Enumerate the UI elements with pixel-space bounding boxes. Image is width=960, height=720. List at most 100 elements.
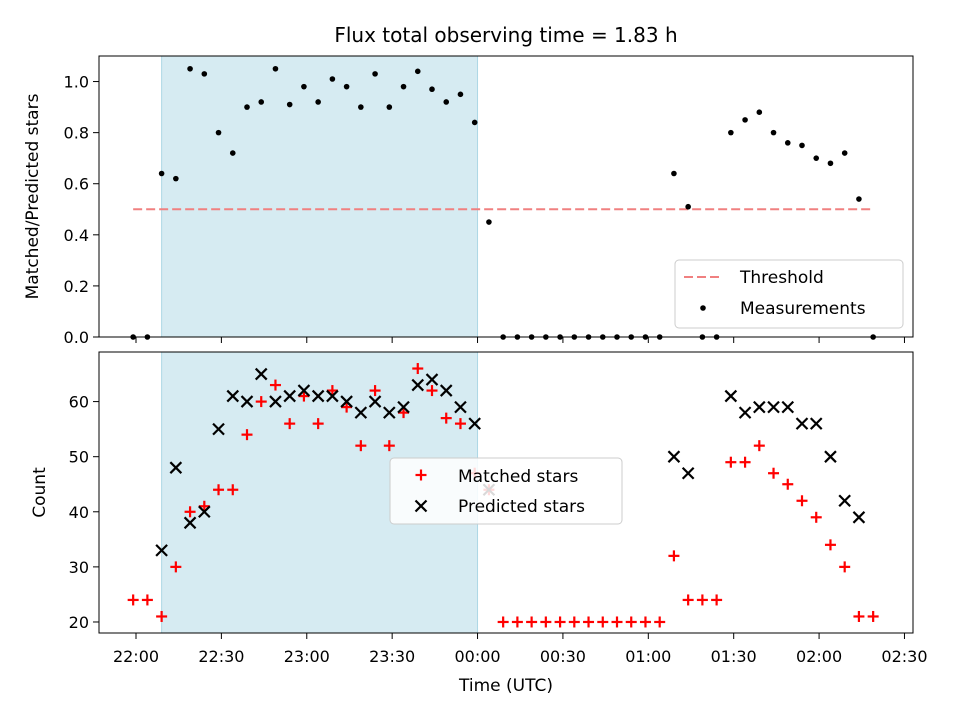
predicted-star-point	[283, 389, 296, 403]
matched-star-point	[426, 385, 438, 397]
matched-star-point	[654, 616, 666, 628]
x-tick-label: 23:30	[369, 647, 415, 666]
predicted-star-point	[795, 417, 809, 430]
matched-star-point	[625, 616, 637, 628]
legend-matched-label: Matched stars	[458, 467, 578, 487]
matched-star-point	[326, 385, 338, 397]
matched-star-point	[440, 412, 452, 424]
predicted-star-point	[368, 395, 382, 408]
cross-b	[724, 389, 738, 403]
measurement-point	[443, 99, 450, 105]
legend-matched-swatch	[415, 469, 427, 481]
cross-b	[468, 417, 481, 430]
y-tick-label: 40	[69, 503, 89, 522]
matched-star-point	[398, 407, 410, 419]
measurement-point	[244, 104, 250, 110]
chart-title: Flux total observing time = 1.83 h	[334, 23, 677, 47]
matched-star-point	[682, 594, 694, 606]
y-tick-label: 0.6	[64, 175, 89, 194]
matched-star-point	[540, 616, 552, 628]
cross-b	[169, 461, 183, 474]
cross-b	[240, 395, 254, 408]
measurement-point	[656, 334, 663, 340]
matched-star-point	[412, 363, 424, 375]
cross-b	[781, 400, 795, 414]
matched-star-point	[696, 594, 708, 606]
measurement-point	[258, 99, 265, 105]
matched-star-point	[810, 511, 822, 523]
matched-star-point	[383, 440, 395, 452]
matched-star-point	[170, 561, 182, 573]
cross-b	[297, 384, 311, 397]
measurement-point	[628, 334, 635, 340]
cross-b	[809, 417, 823, 430]
matched-star-point	[355, 440, 367, 452]
y-tick-label: 60	[69, 393, 89, 412]
cross-b	[397, 400, 410, 414]
cross-b	[155, 544, 168, 557]
matched-star-point	[141, 594, 153, 606]
measurement-point	[685, 203, 691, 210]
measurement-point	[201, 71, 208, 77]
predicted-star-point	[311, 389, 325, 403]
predicted-star-point	[155, 544, 168, 557]
matched-star-point	[839, 561, 851, 573]
matched-star-point	[284, 418, 296, 430]
legend-measurements-swatch	[700, 305, 706, 311]
measurement-point	[770, 129, 777, 136]
predicted-star-point	[738, 406, 752, 419]
matched-star-point	[341, 401, 353, 413]
y-tick-label: 1.0	[64, 73, 89, 92]
predicted-star-point	[425, 373, 439, 386]
predicted-star-point	[454, 400, 467, 414]
measurement-point	[130, 334, 136, 340]
measurement-point	[386, 104, 393, 110]
observing-window-shade-1	[161, 55, 479, 338]
matched-star-point	[227, 484, 239, 496]
measurement-point	[229, 150, 236, 156]
matched-star-point	[554, 616, 566, 628]
predicted-star-point	[212, 422, 225, 436]
matched-star-point	[568, 616, 580, 628]
predicted-star-point	[838, 494, 851, 508]
matched-star-point	[213, 484, 225, 496]
cross-b	[340, 395, 353, 408]
predicted-star-point	[198, 505, 211, 519]
matched-star-point	[497, 616, 509, 628]
x-tick-label: 02:30	[881, 647, 927, 666]
x-tick-label: 22:30	[198, 647, 244, 666]
matched-star-point	[184, 506, 196, 518]
measurement-point	[144, 334, 151, 340]
predicted-star-point	[354, 406, 368, 419]
measurement-point	[486, 219, 492, 225]
cross-b	[439, 384, 453, 397]
predicted-star-point	[724, 389, 738, 403]
measurement-point	[699, 334, 706, 340]
plot-frame-2	[98, 351, 914, 634]
measurement-point	[457, 91, 464, 98]
y-axis-label-bottom: Count	[30, 467, 50, 518]
matched-star-point	[611, 616, 623, 628]
cross-b	[226, 389, 240, 403]
measurement-point	[870, 334, 876, 340]
cross-b	[383, 406, 396, 419]
legend-measurements-label: Measurements	[740, 299, 866, 319]
predicted-star-point	[439, 384, 453, 397]
matched-star-point	[597, 616, 609, 628]
legend-top: Threshold Measurements	[674, 259, 904, 329]
measurement-point	[358, 104, 364, 110]
matched-star-point	[725, 456, 737, 468]
predicted-star-point	[681, 466, 695, 480]
legend-predicted-label: Predicted stars	[458, 497, 585, 517]
measurement-point	[614, 334, 620, 340]
predicted-star-point	[169, 461, 183, 474]
cross-b	[667, 450, 681, 463]
cross-b	[425, 373, 439, 386]
y-tick-label: 0.8	[64, 124, 89, 143]
predicted-star-point	[753, 400, 766, 414]
predicted-star-point	[824, 450, 837, 463]
cross-b	[838, 494, 851, 508]
predicted-star-point	[183, 516, 197, 530]
plot-frame-1	[98, 55, 914, 338]
cross-b	[753, 400, 766, 414]
